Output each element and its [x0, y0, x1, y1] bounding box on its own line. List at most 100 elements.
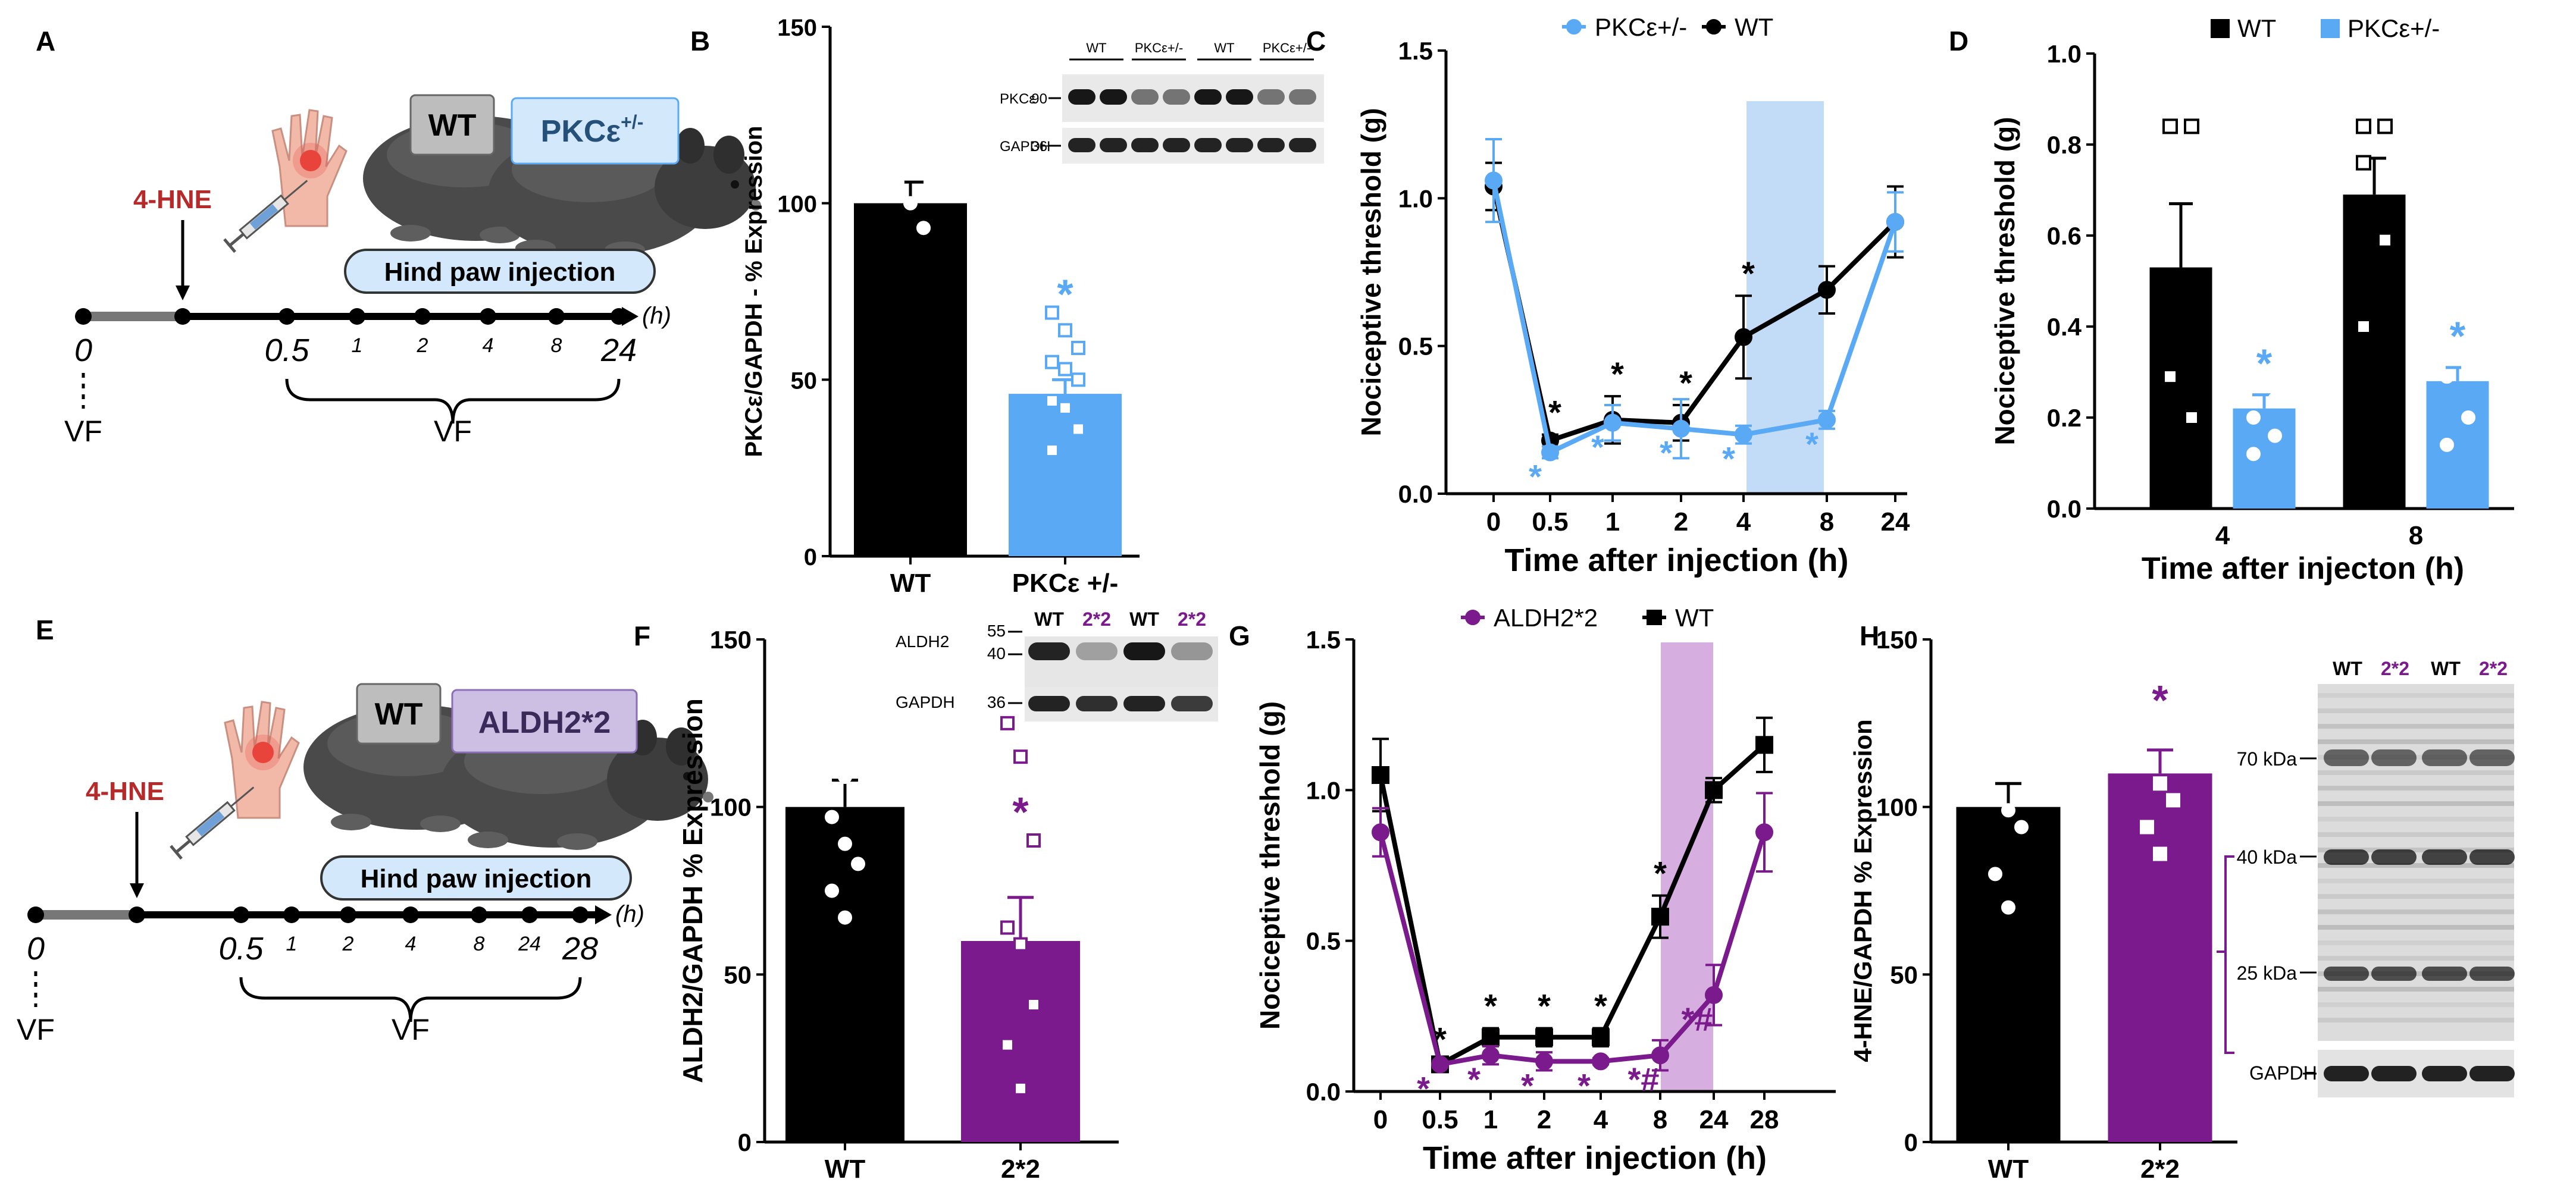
timepoint-marker — [414, 308, 431, 325]
significance-marker: * — [2256, 341, 2273, 386]
legend-label: WT — [1675, 604, 1714, 632]
chart-d: 0.0 0.2 0.4 0.6 0.8 1.0 Nociceptive threshold … — [1989, 14, 2514, 586]
panel-a-schematic: A WT PKCε+/- 4-HNE Hind paw injection (h… — [36, 26, 761, 448]
data-point — [1000, 1037, 1015, 1052]
data-point — [1071, 422, 1085, 437]
chart-b: 0 50 100 150 PKCε/GAPDH - % Expression WT * PKC… — [741, 15, 1140, 598]
pkce-label: PKCε+/- — [541, 111, 644, 149]
data-point — [2184, 118, 2199, 134]
blot-band — [2324, 849, 2369, 865]
blot-smear — [2318, 987, 2514, 992]
data-point — [1755, 736, 1773, 754]
y-tick-label: 150 — [1876, 626, 1918, 654]
data-point — [1482, 1028, 1500, 1046]
vf-after-label: VF — [434, 415, 472, 448]
data-point — [2166, 793, 2180, 808]
x-tick-label: 0.5 — [1422, 1105, 1458, 1134]
bar — [854, 203, 967, 557]
x-tick-label: 1 — [1605, 507, 1620, 537]
blot-band — [1076, 642, 1118, 660]
x-tick-label: 8 — [2409, 521, 2423, 550]
bar — [2108, 773, 2212, 1142]
timepoint-marker — [278, 308, 295, 325]
y-tick-label: 1.0 — [1306, 776, 1341, 804]
y-tick-label: 100 — [1876, 793, 1918, 821]
data-point — [2377, 232, 2393, 248]
injectant-label: 4-HNE — [86, 777, 164, 806]
blot-band — [2371, 967, 2417, 981]
blot-row-label: GAPDH — [896, 693, 955, 711]
significance-marker: * — [1467, 1061, 1481, 1098]
significance-marker: * — [1805, 425, 1818, 463]
blot-band — [1068, 138, 1095, 152]
x-tick-label: PKCε +/- — [1012, 569, 1119, 598]
blot-band — [2371, 849, 2417, 865]
significance-marker: * — [1484, 987, 1497, 1025]
blot-band — [1289, 89, 1316, 105]
injectant-label: 4-HNE — [133, 185, 212, 214]
blot-kda-label: 36 — [987, 693, 1006, 711]
injection-caption-box — [344, 249, 656, 294]
significance-marker: * — [1591, 428, 1604, 466]
x-axis-title: Time after injection (h) — [1504, 542, 1848, 578]
data-point — [1592, 1028, 1610, 1046]
data-point — [1045, 443, 1059, 457]
injection-caption: Hind paw injection — [361, 864, 592, 893]
significance-marker: * — [1529, 457, 1542, 495]
timepoint-marker — [521, 906, 538, 923]
data-point — [2268, 428, 2282, 443]
data-point — [1988, 726, 2002, 741]
panel-label-b: B — [690, 26, 710, 57]
data-point — [838, 769, 852, 784]
y-tick-label: 50 — [1890, 961, 1918, 989]
timepoint-marker — [283, 906, 300, 923]
legend-swatch — [2321, 19, 2340, 38]
blot-kda-label: 70 kDa — [2237, 748, 2298, 770]
chart-g: 0.0 0.5 1.0 1.5 Nociceptive threshold (g) 0 0.… — [1254, 604, 1836, 1176]
blot-band — [2371, 1066, 2417, 1081]
timepoint-label: 4 — [405, 933, 417, 955]
y-tick-label: 100 — [710, 793, 752, 821]
blot-band — [2469, 849, 2515, 865]
x-tick-label: WT — [1988, 1155, 2029, 1184]
significance-marker: * — [1057, 271, 1073, 317]
blot-lane-label: WT — [1129, 608, 1159, 630]
significance-marker: * — [1012, 789, 1029, 835]
blot-lane-label: WT — [2431, 658, 2461, 679]
wt-label: WT — [428, 108, 477, 143]
y-axis-title: PKCε/GAPDH - % Expression — [741, 126, 767, 457]
timepoint-label: 8 — [474, 933, 485, 955]
data-point — [1071, 340, 1085, 355]
x-tick-label: 24 — [1881, 507, 1910, 537]
blot-smear — [2318, 1002, 2514, 1007]
blot-lane-label: PKCε+/- — [1263, 40, 1311, 55]
blot-lane-label: WT — [1214, 40, 1234, 55]
y-tick-label: 0.2 — [2047, 404, 2082, 432]
data-point — [2001, 900, 2015, 915]
data-point — [851, 857, 865, 871]
timepoint-label: 0 — [27, 931, 45, 967]
legend-swatch — [2211, 19, 2230, 38]
hind-paw-icon — [271, 109, 348, 227]
y-tick-label: 50 — [791, 368, 818, 394]
blot-lane-label: 2*2 — [1082, 608, 1111, 630]
timepoint-marker — [572, 906, 589, 923]
legend-label: ALDH2*2 — [1494, 604, 1598, 632]
significance-marker: * — [1679, 364, 1692, 401]
y-tick-label: 150 — [777, 15, 817, 41]
data-point — [1755, 823, 1773, 842]
data-point — [1013, 1081, 1028, 1096]
x-tick-label: 1 — [1483, 1105, 1498, 1134]
data-point — [1735, 425, 1752, 444]
legend-label: WT — [2237, 14, 2276, 42]
blot-band — [1100, 138, 1127, 152]
panel-h: H 0 50 100 150 4-HNE/GAPDH % Expression WT * 2*… — [1849, 620, 2515, 1184]
data-point — [2001, 803, 2015, 818]
data-point — [1651, 908, 1669, 926]
blot-band — [1076, 696, 1118, 711]
x-tick-label: WT — [890, 569, 931, 598]
timepoint-marker — [340, 906, 356, 923]
timepoint-marker — [471, 906, 487, 923]
